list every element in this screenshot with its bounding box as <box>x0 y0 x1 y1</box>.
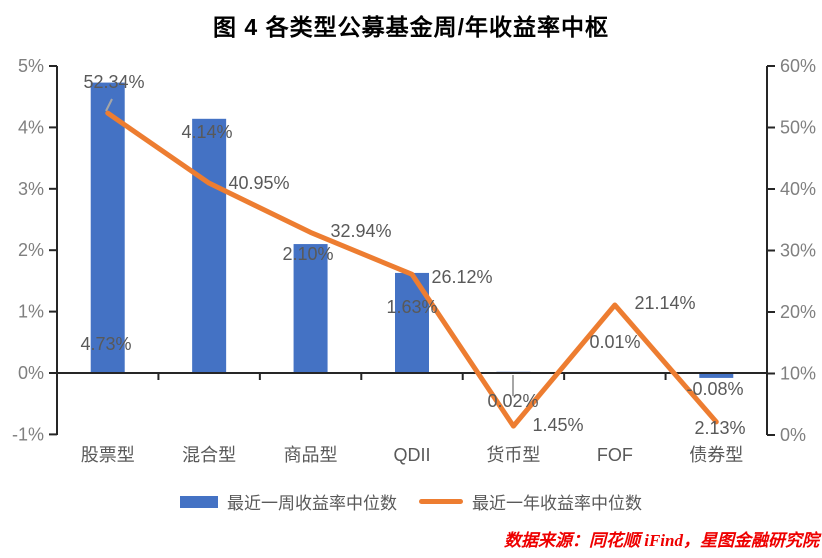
bar-股票型 <box>90 82 125 373</box>
bar-商品型 <box>293 244 328 373</box>
line-label-混合型: 40.95% <box>228 173 289 193</box>
left-axis-tick-label: 4% <box>18 117 44 137</box>
category-label-FOF: FOF <box>597 445 633 465</box>
bar-label-FOF: 0.01% <box>589 332 640 352</box>
right-axis-tick-label: 10% <box>780 364 816 384</box>
category-label-QDII: QDII <box>393 445 430 465</box>
legend-weekly-label: 最近一周收益率中位数 <box>227 494 397 513</box>
chart-legend: 最近一周收益率中位数 最近一年收益率中位数 <box>0 489 822 514</box>
category-label-债券型: 债券型 <box>689 445 743 465</box>
bar-label-QDII: 1.63% <box>386 297 437 317</box>
legend-item-yearly: 最近一年收益率中位数 <box>419 489 642 514</box>
bar-混合型 <box>192 118 227 373</box>
left-axis-tick-label: -1% <box>12 424 44 444</box>
category-label-混合型: 混合型 <box>182 445 236 465</box>
right-axis-tick-label: 40% <box>780 179 816 199</box>
chart-title: 图 4 各类型公募基金周/年收益率中枢 <box>213 14 609 40</box>
left-axis-tick-label: 1% <box>18 302 44 322</box>
left-axis-tick-label: 5% <box>18 56 44 76</box>
data-source-note: 数据来源：同花顺 iFind，星图金融研究院 <box>504 531 819 550</box>
left-axis-tick-label: 2% <box>18 240 44 260</box>
bar-label-股票型: 4.73% <box>80 334 131 354</box>
category-label-商品型: 商品型 <box>284 445 338 465</box>
bar-label-债券型: -0.08% <box>686 379 743 399</box>
bar-label-混合型: 4.14% <box>181 122 232 142</box>
left-axis-tick-label: 0% <box>18 363 44 383</box>
right-axis-tick-label: 0% <box>780 425 806 445</box>
line-label-债券型: 2.13% <box>694 418 745 438</box>
right-axis-tick-label: 50% <box>780 118 816 138</box>
line-label-FOF: 21.14% <box>634 293 695 313</box>
line-label-股票型: 52.34% <box>83 72 144 92</box>
right-axis-tick-label: 60% <box>780 56 816 76</box>
left-axis-tick-label: 3% <box>18 179 44 199</box>
line-label-货币型: 1.45% <box>532 415 583 435</box>
line-label-QDII: 26.12% <box>431 267 492 287</box>
bar-label-商品型: 2.10% <box>282 244 333 264</box>
right-axis-tick-label: 30% <box>780 241 816 261</box>
line-label-商品型: 32.94% <box>330 221 391 241</box>
legend-item-weekly: 最近一周收益率中位数 <box>180 489 397 514</box>
legend-yearly-label: 最近一年收益率中位数 <box>472 494 642 513</box>
bar-label-货币型: 0.02% <box>487 391 538 411</box>
yearly-median-line <box>105 110 719 429</box>
category-label-股票型: 股票型 <box>81 445 135 465</box>
line-series-swatch <box>419 499 463 504</box>
leader-line-stock <box>105 98 113 112</box>
bar-series-swatch <box>180 495 218 508</box>
bar-债券型 <box>699 373 734 378</box>
right-axis-tick-label: 20% <box>780 302 816 322</box>
category-label-货币型: 货币型 <box>486 445 540 465</box>
